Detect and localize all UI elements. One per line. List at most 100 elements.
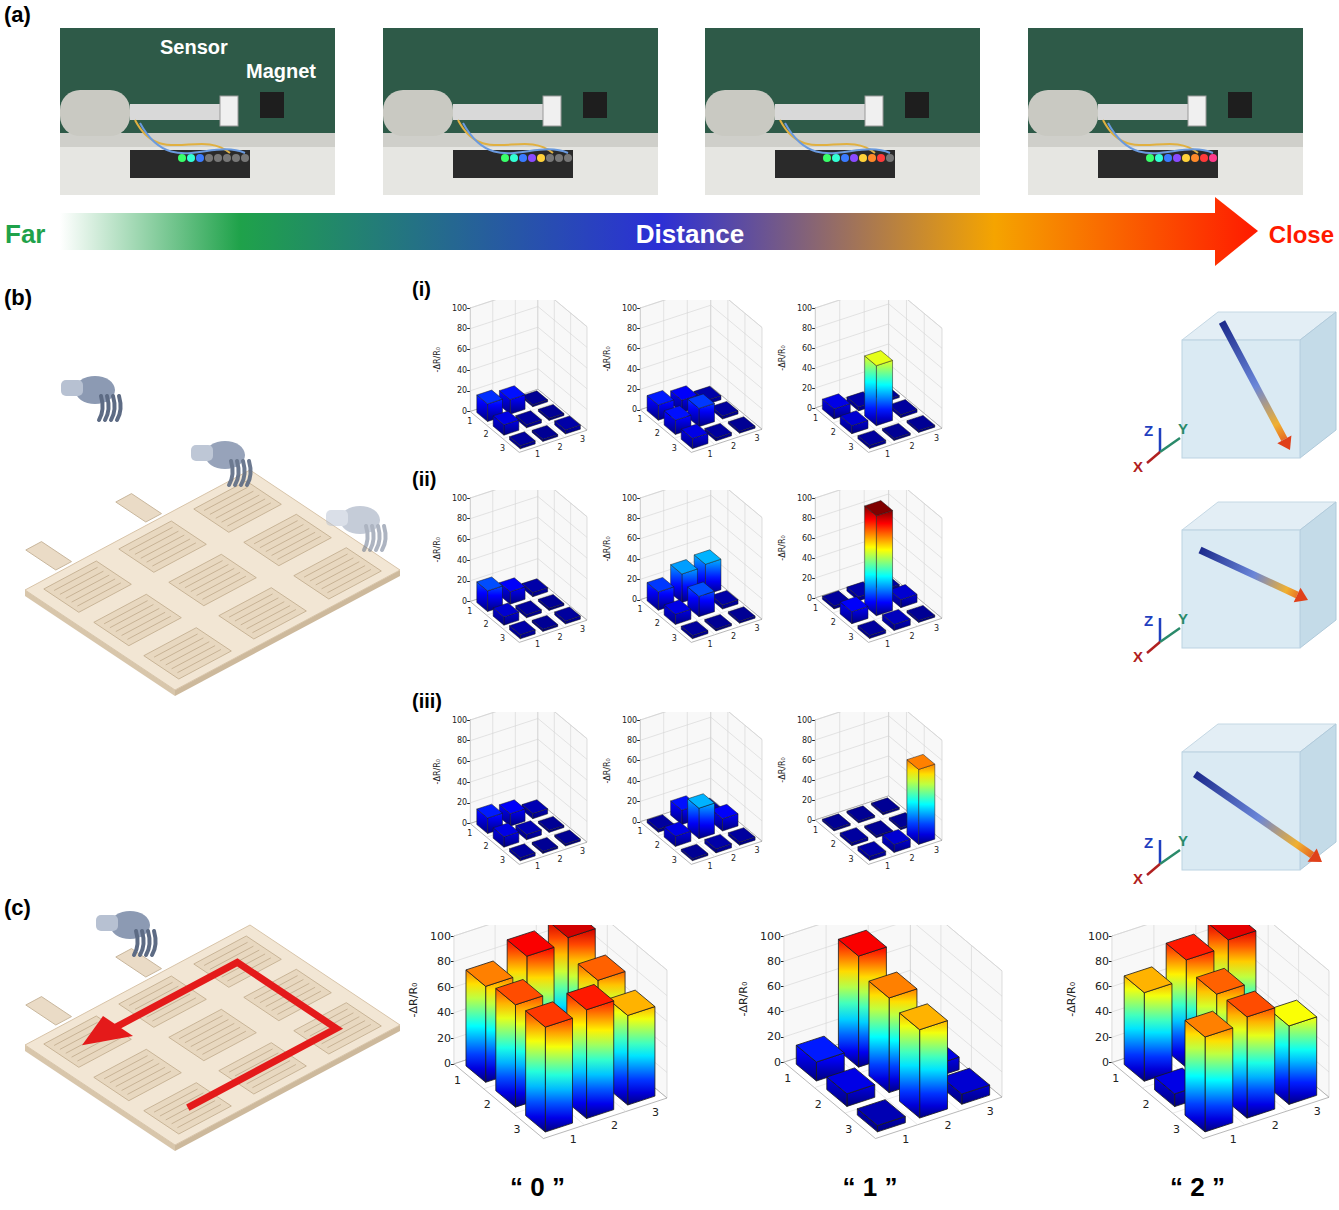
svg-text:-ΔR/R₀: -ΔR/R₀ xyxy=(433,537,442,562)
svg-text:2: 2 xyxy=(484,430,489,439)
svg-text:20: 20 xyxy=(457,798,467,807)
svg-text:80: 80 xyxy=(457,736,467,745)
svg-text:80: 80 xyxy=(802,736,812,745)
svg-text:60: 60 xyxy=(627,344,637,353)
svg-text:0: 0 xyxy=(1102,1056,1109,1069)
svg-text:3: 3 xyxy=(580,847,585,856)
svg-text:Far: Far xyxy=(5,219,45,249)
svg-text:60: 60 xyxy=(457,757,467,766)
svg-text:40: 40 xyxy=(627,365,637,374)
svg-text:100: 100 xyxy=(430,930,451,943)
svg-text:20: 20 xyxy=(627,797,637,806)
svg-text:60: 60 xyxy=(1095,980,1109,993)
svg-text:(b): (b) xyxy=(4,285,32,310)
svg-text:20: 20 xyxy=(627,575,637,584)
svg-text:80: 80 xyxy=(767,955,781,968)
svg-text:1: 1 xyxy=(467,417,472,426)
svg-text:3: 3 xyxy=(848,633,853,642)
svg-text:100: 100 xyxy=(622,494,637,503)
svg-text:80: 80 xyxy=(627,736,637,745)
svg-text:3: 3 xyxy=(848,855,853,864)
svg-text:3: 3 xyxy=(652,1106,659,1119)
svg-text:0: 0 xyxy=(807,816,812,825)
svg-text:1: 1 xyxy=(535,640,540,649)
svg-text:3: 3 xyxy=(514,1123,521,1136)
svg-text:40: 40 xyxy=(457,556,467,565)
svg-text:Z: Z xyxy=(1144,612,1153,629)
svg-text:60: 60 xyxy=(627,534,637,543)
svg-text:(a): (a) xyxy=(4,2,31,27)
svg-text:2: 2 xyxy=(910,854,915,863)
svg-text:Y: Y xyxy=(1178,420,1188,437)
svg-text:1: 1 xyxy=(535,450,540,459)
svg-text:X: X xyxy=(1133,870,1143,887)
svg-text:100: 100 xyxy=(797,304,812,313)
svg-text:20: 20 xyxy=(802,796,812,805)
svg-text:80: 80 xyxy=(802,324,812,333)
svg-text:3: 3 xyxy=(1173,1123,1180,1136)
svg-text:80: 80 xyxy=(457,514,467,523)
svg-text:3: 3 xyxy=(848,443,853,452)
svg-text:Y: Y xyxy=(1178,610,1188,627)
svg-text:-ΔR/R₀: -ΔR/R₀ xyxy=(1065,981,1078,1016)
svg-text:0: 0 xyxy=(462,597,467,606)
svg-text:1: 1 xyxy=(707,640,712,649)
svg-text:2: 2 xyxy=(557,443,562,452)
svg-text:X: X xyxy=(1133,648,1143,665)
svg-text:40: 40 xyxy=(457,778,467,787)
svg-text:“ 0 ”: “ 0 ” xyxy=(510,1172,565,1202)
svg-text:40: 40 xyxy=(1095,1005,1109,1018)
svg-text:-ΔR/R₀: -ΔR/R₀ xyxy=(603,758,612,783)
svg-text:2: 2 xyxy=(1272,1119,1279,1132)
svg-text:1: 1 xyxy=(885,862,890,871)
svg-text:60: 60 xyxy=(457,535,467,544)
svg-text:3: 3 xyxy=(672,856,677,865)
svg-text:0: 0 xyxy=(807,404,812,413)
svg-text:20: 20 xyxy=(802,384,812,393)
svg-text:2: 2 xyxy=(910,442,915,451)
svg-text:100: 100 xyxy=(797,716,812,725)
svg-text:1: 1 xyxy=(1112,1072,1119,1085)
svg-text:Y: Y xyxy=(1178,832,1188,849)
svg-text:3: 3 xyxy=(580,435,585,444)
svg-text:2: 2 xyxy=(611,1119,618,1132)
svg-text:0: 0 xyxy=(632,595,637,604)
svg-text:0: 0 xyxy=(444,1057,451,1070)
svg-text:Z: Z xyxy=(1144,422,1153,439)
svg-text:1: 1 xyxy=(638,415,643,424)
svg-text:2: 2 xyxy=(731,442,736,451)
svg-text:100: 100 xyxy=(452,716,467,725)
svg-text:1: 1 xyxy=(454,1074,461,1087)
svg-text:-ΔR/R₀: -ΔR/R₀ xyxy=(433,759,442,784)
svg-text:20: 20 xyxy=(627,385,637,394)
svg-text:2: 2 xyxy=(655,619,660,628)
svg-text:“ 1 ”: “ 1 ” xyxy=(843,1172,898,1202)
svg-text:1: 1 xyxy=(1230,1133,1237,1146)
svg-text:2: 2 xyxy=(484,1098,491,1111)
svg-text:3: 3 xyxy=(934,434,939,443)
svg-text:60: 60 xyxy=(457,345,467,354)
svg-text:-ΔR/R₀: -ΔR/R₀ xyxy=(737,981,750,1016)
svg-text:100: 100 xyxy=(622,304,637,313)
svg-text:-ΔR/R₀: -ΔR/R₀ xyxy=(407,982,420,1017)
svg-text:0: 0 xyxy=(632,405,637,414)
svg-text:100: 100 xyxy=(452,304,467,313)
svg-text:100: 100 xyxy=(797,494,812,503)
svg-text:1: 1 xyxy=(638,827,643,836)
svg-text:2: 2 xyxy=(831,840,836,849)
svg-text:20: 20 xyxy=(457,386,467,395)
svg-text:60: 60 xyxy=(767,980,781,993)
svg-text:-ΔR/R₀: -ΔR/R₀ xyxy=(603,346,612,371)
svg-text:1: 1 xyxy=(813,414,818,423)
svg-text:100: 100 xyxy=(760,930,781,943)
svg-text:1: 1 xyxy=(885,640,890,649)
svg-text:1: 1 xyxy=(707,862,712,871)
svg-text:1: 1 xyxy=(467,829,472,838)
svg-text:100: 100 xyxy=(452,494,467,503)
svg-text:Distance: Distance xyxy=(636,219,744,249)
svg-text:3: 3 xyxy=(672,444,677,453)
svg-text:0: 0 xyxy=(462,407,467,416)
svg-text:0: 0 xyxy=(462,819,467,828)
svg-text:-ΔR/R₀: -ΔR/R₀ xyxy=(778,757,787,782)
svg-text:40: 40 xyxy=(627,555,637,564)
